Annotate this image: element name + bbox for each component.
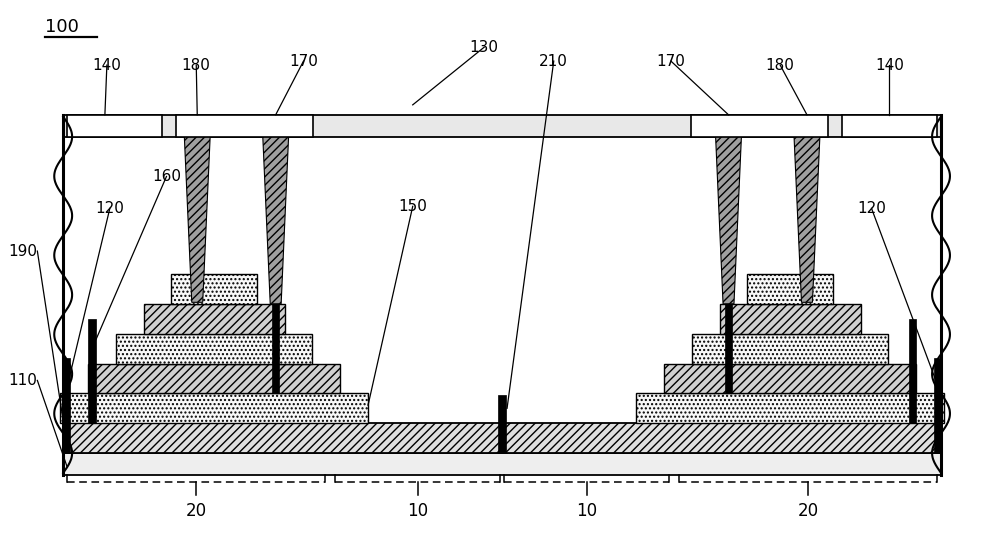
Polygon shape <box>263 137 289 304</box>
Text: 120: 120 <box>857 201 886 216</box>
Polygon shape <box>794 137 820 302</box>
Bar <box>692 333 888 363</box>
Text: 140: 140 <box>92 57 121 72</box>
Text: 190: 190 <box>8 243 37 258</box>
Bar <box>63 358 70 453</box>
Text: 150: 150 <box>398 199 427 214</box>
Bar <box>63 453 941 475</box>
Bar <box>720 304 861 333</box>
Text: 20: 20 <box>797 502 819 520</box>
Bar <box>272 137 279 393</box>
Bar <box>60 393 368 423</box>
Bar <box>725 137 732 393</box>
Text: 210: 210 <box>539 54 568 69</box>
Text: 10: 10 <box>407 502 428 520</box>
Text: 100: 100 <box>45 18 79 36</box>
Text: 130: 130 <box>470 40 499 55</box>
Text: 140: 140 <box>875 57 904 72</box>
Bar <box>67 115 162 137</box>
Bar <box>636 393 944 423</box>
Bar <box>116 333 312 363</box>
Polygon shape <box>184 137 210 302</box>
Text: 180: 180 <box>766 57 795 72</box>
Text: 110: 110 <box>8 373 37 388</box>
Bar <box>664 363 916 393</box>
Text: 170: 170 <box>289 54 318 69</box>
Bar <box>63 115 941 137</box>
Bar <box>842 115 937 137</box>
Bar <box>88 319 96 423</box>
Bar <box>747 274 833 304</box>
Bar <box>498 395 506 453</box>
Bar <box>691 115 828 137</box>
Bar <box>909 319 916 423</box>
Bar <box>176 115 313 137</box>
Text: 20: 20 <box>186 502 207 520</box>
Text: 10: 10 <box>576 502 597 520</box>
Bar <box>934 358 942 453</box>
Text: 160: 160 <box>152 169 181 184</box>
Text: 120: 120 <box>95 201 124 216</box>
Text: 170: 170 <box>656 54 685 69</box>
Polygon shape <box>716 137 741 304</box>
Bar <box>144 304 285 333</box>
Bar <box>63 423 941 453</box>
Bar <box>88 363 340 393</box>
Bar <box>171 274 257 304</box>
Text: 180: 180 <box>182 57 211 72</box>
